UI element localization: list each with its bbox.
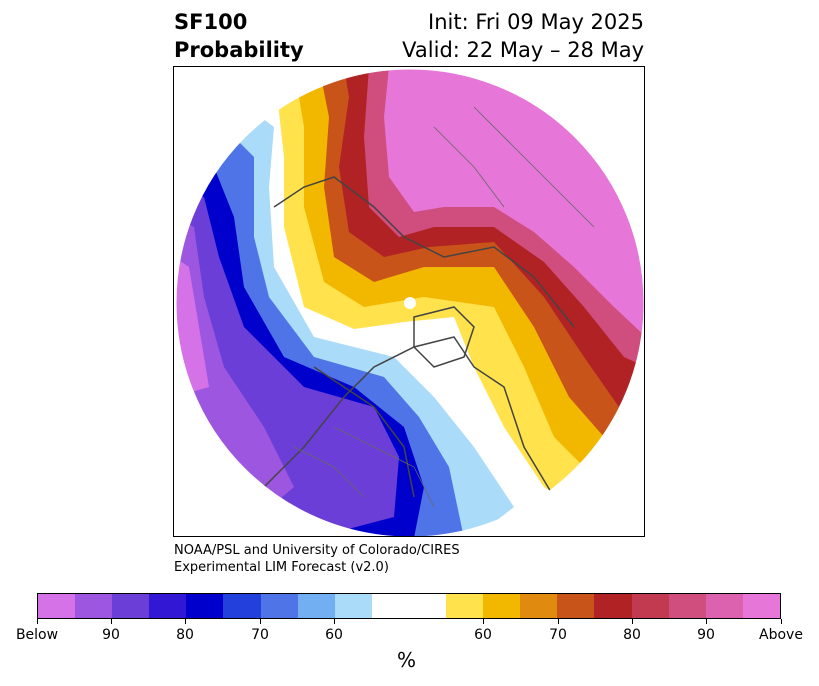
- colorbar-tick-label: 70: [549, 627, 567, 643]
- colorbar-swatch: [446, 594, 484, 618]
- colorbar-tick: [483, 619, 484, 624]
- colorbar-swatch: [334, 594, 372, 618]
- colorbar-tick: [37, 619, 38, 624]
- colorbar-swatch: [408, 594, 447, 618]
- colorbar: [37, 593, 781, 619]
- colorbar-swatch: [75, 594, 113, 618]
- colorbar-swatch: [742, 594, 780, 618]
- forecast-dates: Init: Fri 09 May 2025 Valid: 22 May – 28…: [402, 8, 644, 64]
- colorbar-swatch: [483, 594, 521, 618]
- colorbar-swatch: [557, 594, 595, 618]
- colorbar-swatch: [668, 594, 706, 618]
- colorbar-tick: [632, 619, 633, 624]
- colorbar-tick-label: 80: [176, 627, 194, 643]
- colorbar-tick: [185, 619, 186, 624]
- colorbar-swatch: [297, 594, 335, 618]
- polar-map: [175, 68, 644, 536]
- credit-line-1: NOAA/PSL and University of Colorado/CIRE…: [174, 543, 460, 558]
- colorbar-swatch: [371, 594, 409, 618]
- map-frame: [173, 66, 645, 537]
- colorbar-swatch: [186, 594, 224, 618]
- colorbar-swatch: [38, 594, 76, 618]
- colorbar-swatch: [112, 594, 150, 618]
- colorbar-tick-label: Below: [15, 627, 59, 643]
- colorbar-tick-label: 90: [102, 627, 120, 643]
- title-line-2: Probability: [174, 38, 304, 62]
- colorbar-swatch: [631, 594, 669, 618]
- colorbar-swatch: [594, 594, 632, 618]
- colorbar-tick-label: 60: [325, 627, 343, 643]
- colorbar-unit: %: [397, 648, 417, 672]
- colorbar-swatch: [260, 594, 298, 618]
- colorbar-swatch: [705, 594, 743, 618]
- colorbar-swatch: [520, 594, 558, 618]
- north-pole-mask: [404, 297, 416, 309]
- colorbar-tick-label: Above: [759, 627, 803, 643]
- map-boundary: [175, 68, 644, 536]
- colorbar-tick-label: 80: [623, 627, 641, 643]
- init-date: Init: Fri 09 May 2025: [428, 10, 644, 34]
- colorbar-tick: [706, 619, 707, 624]
- colorbar-tick: [334, 619, 335, 624]
- colorbar-tick: [111, 619, 112, 624]
- credit: NOAA/PSL and University of Colorado/CIRE…: [174, 542, 460, 576]
- title-line-1: SF100: [174, 10, 248, 34]
- colorbar-tick-label: 60: [474, 627, 492, 643]
- valid-date: Valid: 22 May – 28 May: [402, 38, 644, 62]
- credit-line-2: Experimental LIM Forecast (v2.0): [174, 560, 389, 575]
- colorbar-tick-label: 70: [251, 627, 269, 643]
- borders: [293, 106, 595, 508]
- map-title: SF100 Probability: [174, 8, 304, 64]
- colorbar-swatch: [149, 594, 187, 618]
- colorbar-tick: [558, 619, 559, 624]
- colorbar-swatch: [223, 594, 261, 618]
- colorbar-tick: [781, 619, 782, 624]
- colorbar-tick: [260, 619, 261, 624]
- colorbar-tick-label: 90: [697, 627, 715, 643]
